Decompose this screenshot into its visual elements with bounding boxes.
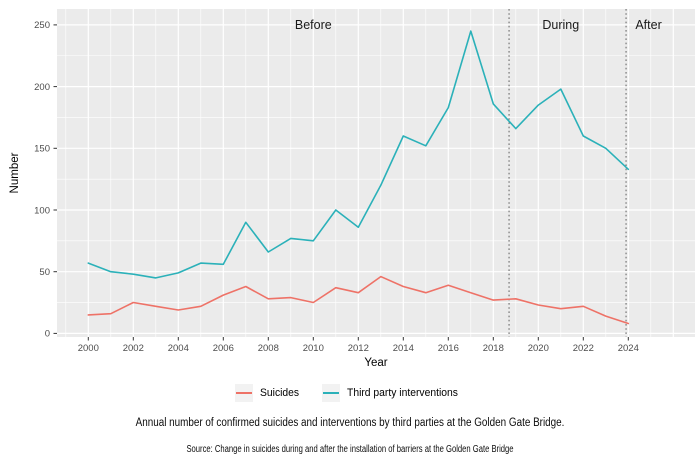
x-tick-label: 2014 — [393, 343, 414, 354]
y-tick-label: 250 — [34, 20, 50, 31]
x-tick-label: 2022 — [573, 343, 594, 354]
x-tick-label: 2012 — [348, 343, 369, 354]
chart-legend: Suicides Third party interventions — [0, 384, 700, 402]
major-gridlines — [57, 9, 695, 337]
minor-gridlines — [57, 9, 695, 337]
phase-label-before: Before — [295, 18, 332, 32]
x-tick-label: 2018 — [483, 343, 504, 354]
x-tick-label: 2000 — [78, 343, 99, 354]
legend-key-suicides — [235, 384, 254, 402]
legend-label-suicides: Suicides — [260, 387, 300, 399]
y-tick-label: 200 — [34, 82, 50, 93]
phase-divider-lines — [508, 9, 627, 337]
y-tick-label: 150 — [34, 144, 50, 155]
legend-label-interventions: Third party interventions — [346, 387, 458, 399]
x-tick-label: 2008 — [258, 343, 279, 354]
legend-entry-interventions: Third party interventions — [321, 384, 465, 402]
chart-caption: Annual number of confirmed suicides and … — [135, 417, 565, 429]
x-tick-label: 2016 — [438, 343, 459, 354]
legend-entry-suicides: Suicides — [235, 384, 302, 402]
x-tick-label: 2002 — [123, 343, 144, 354]
y-axis-title: Number — [9, 152, 21, 193]
x-tick-label: 2006 — [213, 343, 234, 354]
y-tick-label: 100 — [34, 205, 50, 216]
suicides-line-swatch — [236, 392, 253, 395]
plot-panel — [57, 9, 695, 337]
y-tick-label: 50 — [39, 267, 50, 278]
phase-labels: Before During After — [295, 18, 662, 32]
series-line-third-party-interventions — [87, 30, 630, 279]
x-tick-label: 2024 — [618, 343, 639, 354]
y-axis-ticks: 0 50 100 150 200 250 — [34, 20, 57, 340]
series-line-suicides — [87, 275, 630, 325]
x-tick-label: 2020 — [528, 343, 549, 354]
x-tick-label: 2010 — [303, 343, 324, 354]
legend-key-interventions — [321, 384, 340, 402]
x-axis-ticks: 2000 2002 2004 2006 2008 2010 2012 2014 2016 2018… — [78, 337, 639, 354]
y-tick-label: 0 — [45, 329, 50, 340]
x-axis-title: Year — [364, 357, 387, 369]
line-chart-canvas: 2000 2002 2004 2006 2008 2010 2012 2014 2016 2018… — [9, 9, 695, 369]
phase-label-during: During — [542, 18, 579, 32]
x-tick-label: 2004 — [168, 343, 189, 354]
interventions-line-swatch — [322, 392, 339, 395]
chart-source-note: Source: Change in suicides during and af… — [186, 444, 514, 455]
phase-label-after: After — [635, 18, 661, 32]
